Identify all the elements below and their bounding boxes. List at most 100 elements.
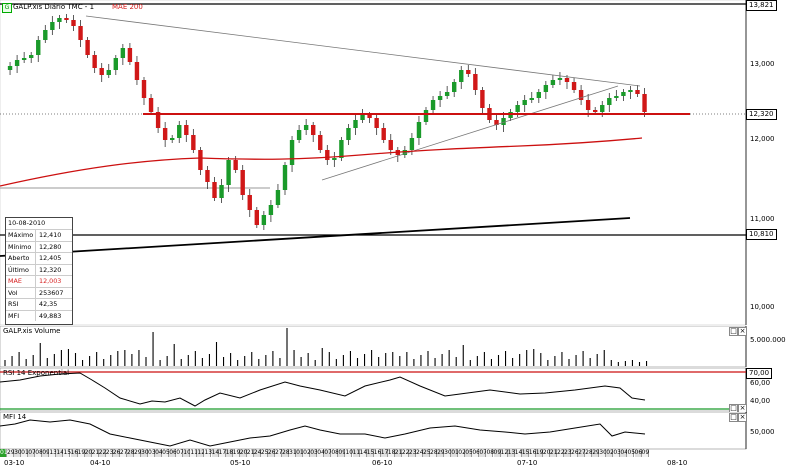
data-window-row: Último 12,320 bbox=[6, 263, 72, 275]
candle bbox=[191, 135, 196, 150]
date-tick: 31 bbox=[289, 449, 297, 457]
date-tick: 14 bbox=[56, 449, 65, 457]
candle bbox=[501, 118, 506, 125]
data-window-value: 42,35 bbox=[39, 300, 58, 309]
candle bbox=[78, 26, 83, 40]
candle bbox=[459, 70, 464, 82]
candle bbox=[480, 90, 485, 108]
date-tick: 20 bbox=[84, 449, 93, 457]
data-window-value: 12,405 bbox=[39, 254, 62, 263]
date-tick: 08 bbox=[486, 449, 495, 457]
date-tick: 29 bbox=[592, 449, 600, 457]
date-tick: 26 bbox=[112, 449, 121, 457]
candle bbox=[92, 55, 97, 68]
date-tick: 21 bbox=[549, 449, 558, 457]
candle bbox=[113, 58, 118, 70]
candle bbox=[14, 60, 20, 66]
data-window-key: Máximo bbox=[6, 230, 36, 241]
data-window-key: MFI bbox=[6, 310, 36, 321]
candle bbox=[536, 92, 541, 98]
volume-chart[interactable] bbox=[0, 326, 800, 368]
data-window-row: Vol 253607 bbox=[6, 286, 72, 298]
price-chart[interactable] bbox=[0, 0, 800, 326]
price-tick: 12,000 bbox=[750, 135, 775, 143]
candle bbox=[642, 94, 647, 112]
data-window-row: MFI 49,883 bbox=[6, 309, 72, 321]
date-tick: 10 bbox=[345, 449, 354, 457]
downtrend-line[interactable] bbox=[85, 15, 641, 87]
candle bbox=[409, 138, 415, 150]
date-tick: 15 bbox=[521, 449, 530, 457]
candle bbox=[635, 90, 640, 94]
date-tick: 03 bbox=[310, 449, 318, 457]
date-tick: 03 bbox=[613, 449, 621, 457]
mfi-close-icon[interactable]: × bbox=[738, 413, 747, 422]
panel-maximize-icon[interactable]: □ bbox=[729, 327, 738, 336]
long-support-line[interactable] bbox=[0, 217, 631, 257]
uptrend-line[interactable] bbox=[321, 85, 619, 181]
date-tick: 12 bbox=[197, 449, 206, 457]
data-window-row: MAE 12,003 bbox=[6, 275, 72, 287]
candle bbox=[205, 170, 210, 182]
candle bbox=[557, 78, 563, 80]
candle bbox=[268, 205, 274, 215]
candle bbox=[353, 120, 358, 128]
candle bbox=[43, 30, 48, 40]
date-tick: 05 bbox=[627, 449, 636, 457]
date-tick: 07 bbox=[479, 449, 488, 457]
date-tick: 20 bbox=[239, 449, 248, 457]
price-tick: 10,000 bbox=[750, 303, 775, 311]
date-tick: 22 bbox=[98, 449, 107, 457]
date-tick: 30 bbox=[141, 449, 149, 457]
instrument-title: GALP.xis Diário TMC - 1 bbox=[13, 3, 95, 11]
date-tick: 16 bbox=[373, 449, 382, 457]
candle bbox=[600, 105, 605, 112]
date-tick: 13 bbox=[507, 449, 516, 457]
candle bbox=[614, 96, 619, 98]
candle bbox=[36, 40, 41, 55]
candle bbox=[134, 62, 140, 80]
candle bbox=[120, 48, 126, 58]
data-window-value: 12,280 bbox=[39, 242, 62, 251]
mfi-chart[interactable] bbox=[0, 412, 800, 450]
mae-200-line bbox=[0, 137, 643, 187]
candle bbox=[212, 182, 217, 198]
candle bbox=[522, 100, 527, 105]
date-tick: 27 bbox=[578, 449, 586, 457]
date-tick: 11 bbox=[352, 449, 361, 457]
chart-settings-icon[interactable]: G bbox=[2, 3, 12, 13]
date-tick: 09 bbox=[338, 449, 347, 457]
candle bbox=[184, 125, 189, 135]
candle bbox=[21, 58, 27, 60]
candle bbox=[402, 150, 408, 155]
date-tick: 03 bbox=[148, 449, 156, 457]
date-tick: 18 bbox=[225, 449, 234, 457]
date-tick: 16 bbox=[528, 449, 537, 457]
data-window-value: 49,883 bbox=[39, 311, 62, 320]
mfi-line bbox=[0, 419, 646, 447]
date-tick: 25 bbox=[423, 449, 431, 457]
mfi-title: MFI 14 bbox=[3, 413, 27, 421]
date-tick: 04 bbox=[155, 449, 163, 457]
data-window-key: MAE bbox=[6, 276, 36, 287]
date-tick: 04 bbox=[620, 449, 629, 457]
data-window-value: 12,320 bbox=[39, 265, 62, 274]
data-window-date: 10-08-2010 bbox=[6, 218, 72, 230]
candle bbox=[325, 150, 330, 160]
date-tick: 19 bbox=[77, 449, 86, 457]
mfi-maximize-icon[interactable]: □ bbox=[729, 413, 738, 422]
date-tick: 06 bbox=[634, 449, 643, 457]
date-tick: 26 bbox=[571, 449, 579, 457]
candle bbox=[106, 70, 111, 75]
date-tick: 28 bbox=[126, 449, 135, 457]
candle bbox=[367, 115, 372, 118]
date-tick: 23 bbox=[105, 449, 114, 457]
date-tick: 19 bbox=[535, 449, 544, 457]
date-tick: 22 bbox=[401, 449, 410, 457]
candle bbox=[170, 138, 175, 140]
data-window-key: Vol bbox=[6, 287, 36, 298]
rsi-chart[interactable] bbox=[0, 368, 800, 412]
panel-close-icon[interactable]: × bbox=[738, 327, 747, 336]
date-tick: 17 bbox=[380, 449, 389, 457]
date-tick: 17 bbox=[218, 449, 227, 457]
